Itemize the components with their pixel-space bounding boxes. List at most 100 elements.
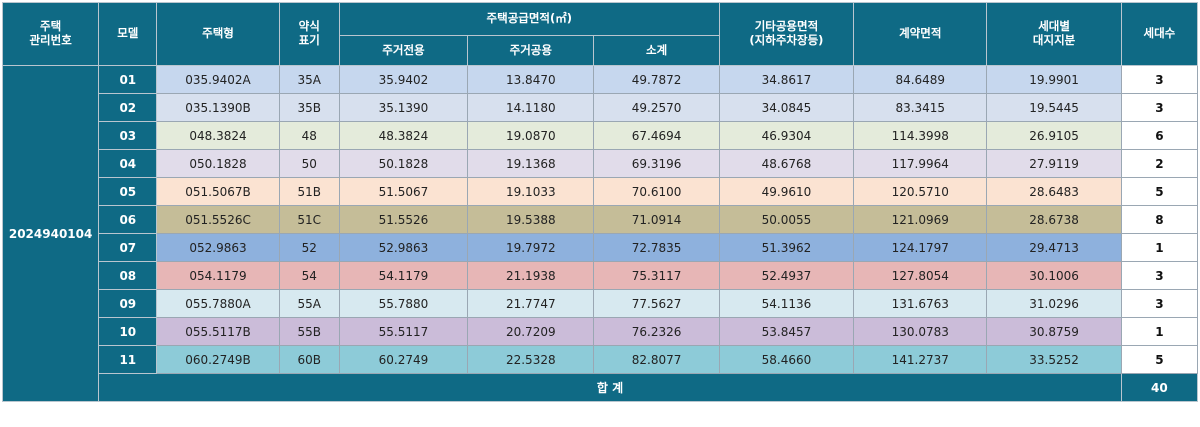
header-other-common: 기타공용면적 (지하주차장등) — [718, 2, 855, 66]
excl-cell: 48.3824 — [338, 121, 469, 150]
other-cell: 58.4660 — [718, 345, 855, 374]
type-cell: 035.9402A — [156, 65, 280, 94]
comm-cell: 13.8470 — [467, 65, 595, 94]
household-count-cell: 3 — [1120, 65, 1199, 94]
household-count-cell: 3 — [1120, 261, 1199, 290]
comm-cell: 20.7209 — [467, 317, 595, 346]
sub-cell: 49.2570 — [593, 93, 720, 122]
comm-cell: 19.7972 — [467, 233, 595, 262]
housing-supply-table: 주택 관리번호 모델 주택형 약식 표기 주택공급면적(㎡) 기타공용면적 (지… — [1, 2, 1199, 402]
other-cell: 53.8457 — [718, 317, 855, 346]
abbr-cell: 50 — [278, 149, 340, 178]
contract-cell: 121.0969 — [853, 205, 988, 234]
excl-cell: 51.5067 — [338, 177, 469, 206]
header-supply-area: 주택공급면적(㎡) — [338, 2, 720, 36]
table-row: 04 050.1828 50 50.1828 19.1368 69.3196 48.6768… — [3, 149, 1199, 178]
type-cell: 051.5067B — [156, 177, 280, 206]
excl-cell: 50.1828 — [338, 149, 469, 178]
abbr-cell: 55B — [278, 317, 340, 346]
sub-cell: 67.4694 — [593, 121, 720, 150]
abbr-cell: 35A — [278, 65, 340, 94]
excl-cell: 51.5526 — [338, 205, 469, 234]
other-cell: 34.8617 — [718, 65, 855, 94]
excl-cell: 55.7880 — [338, 289, 469, 318]
household-count-cell: 2 — [1120, 149, 1199, 178]
other-cell: 49.9610 — [718, 177, 855, 206]
model-cell: 07 — [98, 233, 158, 262]
sub-cell: 70.6100 — [593, 177, 720, 206]
table-row: 09 055.7880A 55A 55.7880 21.7747 77.5627 54.11… — [3, 289, 1199, 318]
table-row: 11 060.2749B 60B 60.2749 22.5328 82.8077 58.46… — [3, 345, 1199, 374]
model-cell: 02 — [98, 93, 158, 122]
sub-cell: 72.7835 — [593, 233, 720, 262]
sub-cell: 76.2326 — [593, 317, 720, 346]
abbr-cell: 35B — [278, 93, 340, 122]
excl-cell: 60.2749 — [338, 345, 469, 374]
type-cell: 048.3824 — [156, 121, 280, 150]
type-cell: 035.1390B — [156, 93, 280, 122]
sub-cell: 69.3196 — [593, 149, 720, 178]
household-count-cell: 6 — [1120, 121, 1199, 150]
header-households: 세대수 — [1120, 2, 1199, 66]
mgmt-number-cell: 2024940104 — [1, 65, 100, 402]
model-cell: 11 — [98, 345, 158, 374]
land-cell: 26.9105 — [986, 121, 1122, 150]
model-cell: 04 — [98, 149, 158, 178]
other-cell: 48.6768 — [718, 149, 855, 178]
excl-cell: 54.1179 — [338, 261, 469, 290]
total-label: 합 계 — [98, 373, 1122, 402]
excl-cell: 52.9863 — [338, 233, 469, 262]
contract-cell: 124.1797 — [853, 233, 988, 262]
land-cell: 33.5252 — [986, 345, 1122, 374]
land-cell: 31.0296 — [986, 289, 1122, 318]
header-subtotal: 소계 — [593, 35, 720, 66]
table-row: 05 051.5067B 51B 51.5067 19.1033 70.6100 49.96… — [3, 177, 1199, 206]
model-cell: 03 — [98, 121, 158, 150]
comm-cell: 19.1033 — [467, 177, 595, 206]
header-land-share: 세대별 대지지분 — [986, 2, 1122, 66]
header-residential-common: 주거공용 — [467, 35, 595, 66]
other-cell: 34.0845 — [718, 93, 855, 122]
header-mgmt-no: 주택 관리번호 — [1, 2, 100, 66]
table-row: 10 055.5117B 55B 55.5117 20.7209 76.2326 53.84… — [3, 317, 1199, 346]
household-count-cell: 8 — [1120, 205, 1199, 234]
type-cell: 055.7880A — [156, 289, 280, 318]
header-residential-exclusive: 주거전용 — [338, 35, 469, 66]
comm-cell: 19.5388 — [467, 205, 595, 234]
model-cell: 10 — [98, 317, 158, 346]
other-cell: 50.0055 — [718, 205, 855, 234]
household-count-cell: 5 — [1120, 177, 1199, 206]
header-model: 모델 — [98, 2, 158, 66]
table-row: 07 052.9863 52 52.9863 19.7972 72.7835 51.3962… — [3, 233, 1199, 262]
total-count: 40 — [1120, 373, 1199, 402]
contract-cell: 141.2737 — [853, 345, 988, 374]
abbr-cell: 54 — [278, 261, 340, 290]
excl-cell: 35.9402 — [338, 65, 469, 94]
comm-cell: 22.5328 — [467, 345, 595, 374]
sub-cell: 82.8077 — [593, 345, 720, 374]
excl-cell: 55.5117 — [338, 317, 469, 346]
land-cell: 29.4713 — [986, 233, 1122, 262]
comm-cell: 21.1938 — [467, 261, 595, 290]
other-cell: 51.3962 — [718, 233, 855, 262]
table-row: 06 051.5526C 51C 51.5526 19.5388 71.0914 50.00… — [3, 205, 1199, 234]
type-cell: 060.2749B — [156, 345, 280, 374]
model-cell: 01 — [98, 65, 158, 94]
excl-cell: 35.1390 — [338, 93, 469, 122]
contract-cell: 131.6763 — [853, 289, 988, 318]
other-cell: 46.9304 — [718, 121, 855, 150]
other-cell: 52.4937 — [718, 261, 855, 290]
household-count-cell: 1 — [1120, 317, 1199, 346]
household-count-cell: 5 — [1120, 345, 1199, 374]
comm-cell: 14.1180 — [467, 93, 595, 122]
sub-cell: 77.5627 — [593, 289, 720, 318]
contract-cell: 114.3998 — [853, 121, 988, 150]
other-cell: 54.1136 — [718, 289, 855, 318]
header-abbr: 약식 표기 — [278, 2, 340, 66]
abbr-cell: 48 — [278, 121, 340, 150]
abbr-cell: 51B — [278, 177, 340, 206]
sub-cell: 49.7872 — [593, 65, 720, 94]
land-cell: 28.6738 — [986, 205, 1122, 234]
type-cell: 051.5526C — [156, 205, 280, 234]
type-cell: 052.9863 — [156, 233, 280, 262]
